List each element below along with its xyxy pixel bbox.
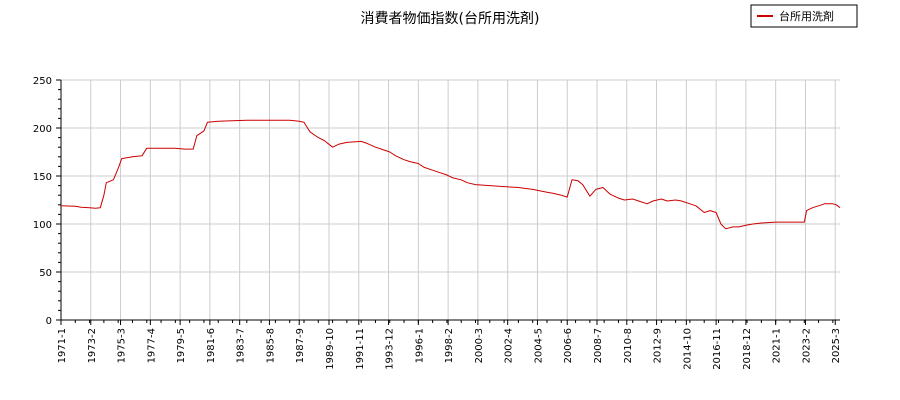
x-tick-label: 1979-5 [176, 328, 187, 363]
legend-label: 台所用洗剤 [779, 9, 834, 23]
x-tick-label: 2008-7 [593, 328, 604, 363]
x-tick-label: 1996-1 [414, 328, 425, 363]
x-tick-label: 2016-11 [712, 328, 723, 370]
legend-box [750, 4, 858, 28]
x-tick-label: 1975-3 [117, 328, 128, 363]
x-tick-label: 1983-7 [236, 328, 247, 363]
x-tick-label: 2014-10 [682, 328, 693, 370]
y-tick-label: 50 [39, 268, 52, 279]
x-tick-label: 1993-12 [385, 328, 396, 370]
y-tick-label: 100 [33, 220, 52, 231]
x-tick-label: 1977-4 [146, 328, 157, 363]
grid-layer [60, 79, 840, 321]
x-tick-label: 2000-3 [474, 328, 485, 363]
x-tick-label: 1987-9 [295, 328, 306, 363]
x-tick-label: 1981-6 [206, 328, 217, 363]
x-tick-label: 2006-6 [563, 328, 574, 363]
x-tick-label: 2010-8 [623, 328, 634, 363]
y-tick-label: 0 [46, 316, 52, 327]
x-tick-label: 2002-4 [504, 328, 515, 363]
x-tick-label: 1985-8 [265, 328, 276, 363]
x-tick-label: 1971-1 [57, 328, 68, 363]
x-tick-label: 2023-2 [801, 328, 812, 363]
x-tick-label: 2012-9 [653, 328, 664, 363]
x-tick-label: 2021-1 [772, 328, 783, 363]
y-tick-label: 250 [33, 76, 52, 87]
x-tick-label: 2018-12 [742, 328, 753, 370]
x-tick-label: 1973-2 [87, 328, 98, 363]
legend: 台所用洗剤 [750, 4, 858, 28]
x-tick-label: 2004-5 [533, 328, 544, 363]
y-tick-label: 200 [33, 124, 52, 135]
x-tick-label: 1989-10 [325, 328, 336, 370]
x-tick-label: 2025-3 [831, 328, 842, 363]
x-tick-label: 1998-2 [444, 328, 455, 363]
chart-title: 消費者物価指数(台所用洗剤) [361, 11, 540, 27]
x-tick-label: 1991-11 [355, 328, 366, 370]
y-tick-label: 150 [33, 172, 52, 183]
series-line [60, 119, 841, 230]
series-layer [60, 119, 841, 230]
axis-layer: 0 50 100 150 200 250 1971-1 1973-2 1975-3 1977-4 1… [33, 76, 842, 370]
